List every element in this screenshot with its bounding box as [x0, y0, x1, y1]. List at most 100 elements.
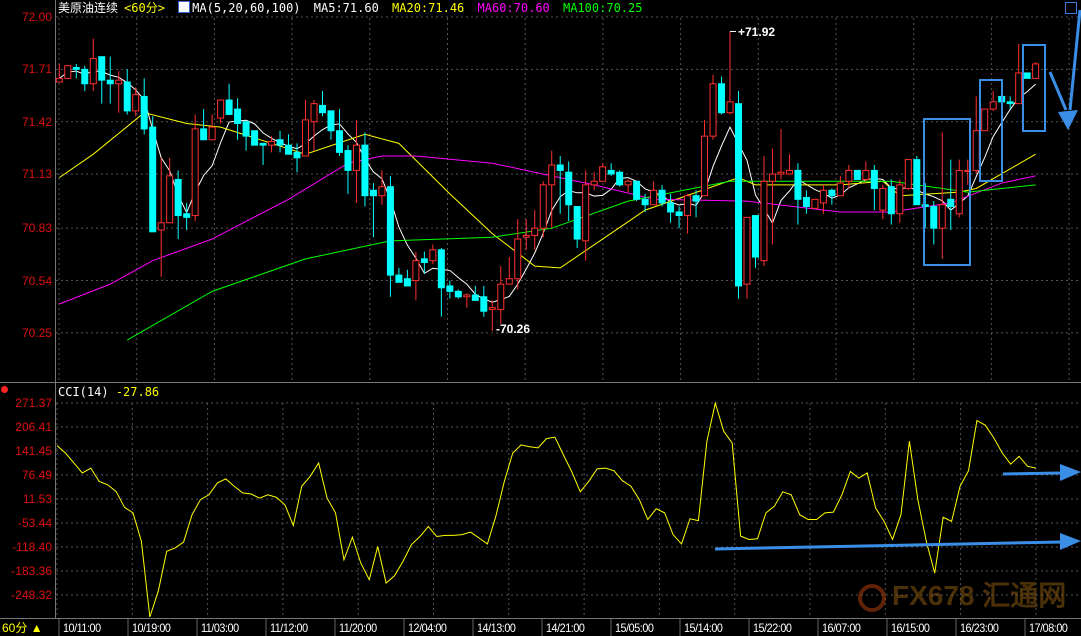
candle-body: [310, 103, 318, 123]
candle-down: [318, 91, 326, 117]
candle-body: [318, 104, 326, 114]
candle-body: [947, 198, 955, 208]
candle-up: [217, 99, 225, 124]
candle-body: [590, 180, 598, 186]
highlight-box: [979, 79, 1003, 182]
candle-up: [429, 244, 437, 265]
cci-tick: -53.44: [17, 516, 52, 530]
candle-body: [89, 58, 97, 85]
candle-down: [234, 98, 242, 140]
cci-tick: -118.40: [12, 540, 52, 554]
candle-down: [420, 251, 428, 274]
time-label: 16/15:00: [891, 621, 930, 635]
candle-body: [463, 294, 471, 298]
candle-down: [658, 184, 666, 207]
candle-body: [896, 184, 904, 215]
candle-body: [497, 283, 505, 310]
candle-down: [72, 63, 80, 79]
cci-polyline: [56, 401, 1037, 618]
candle-down: [285, 134, 293, 155]
symbol-name[interactable]: 美原油连续: [58, 1, 119, 15]
candle-body: [904, 159, 912, 189]
candle-body: [743, 216, 751, 285]
candle-up: [684, 193, 692, 234]
watermark-ring-icon: [858, 583, 886, 612]
candle-body: [183, 213, 191, 218]
time-label: 16/07:00: [822, 621, 861, 635]
candle-down: [1006, 96, 1014, 110]
time-label: 14/13:00: [477, 621, 516, 635]
indicator-icon[interactable]: [178, 1, 191, 13]
candle-body: [658, 189, 666, 204]
candle-up: [989, 91, 997, 111]
candle-body: [531, 227, 539, 236]
time-label: 11/20:00: [339, 621, 377, 635]
candle-up: [412, 251, 420, 301]
cci-settings-icon[interactable]: [1, 386, 8, 393]
window-toggle-icon[interactable]: [1065, 2, 1077, 14]
candle-body: [327, 110, 335, 132]
candle-up: [1015, 44, 1023, 105]
candle-up: [785, 154, 793, 175]
candle-down: [327, 110, 335, 140]
candle-body: [480, 296, 488, 312]
time-label: 12/04:00: [408, 621, 447, 635]
candle-down: [446, 280, 454, 299]
candle-body: [539, 184, 547, 229]
candle-body: [242, 121, 250, 137]
time-label: 10/11:00: [63, 621, 101, 635]
candle-body: [386, 186, 394, 276]
candle-down: [607, 163, 615, 176]
candle-body: [514, 238, 522, 280]
time-label: 17/08:00: [1029, 621, 1068, 635]
period-label[interactable]: <60分>: [124, 1, 165, 15]
candle-up: [599, 163, 607, 182]
candle-body: [344, 150, 352, 171]
candle-up: [743, 216, 751, 299]
candle-body: [471, 294, 479, 301]
candle-up: [514, 219, 522, 290]
candle-down: [794, 163, 802, 225]
ma60-line: [59, 155, 1036, 305]
candle-up: [701, 119, 709, 197]
candle-down: [98, 56, 106, 104]
time-label: 15/14:00: [684, 621, 723, 635]
high-marker: +71.92: [738, 25, 776, 39]
candlesticks: [55, 31, 1040, 332]
candle-up: [972, 96, 980, 175]
candle-up: [582, 170, 590, 261]
candle-up: [132, 87, 140, 117]
candle-body: [234, 108, 242, 124]
candle-up: [904, 159, 912, 191]
candle-up: [819, 184, 827, 214]
period-selector[interactable]: 60分 ▲: [2, 621, 43, 635]
candle-up: [505, 257, 513, 285]
candle-body: [718, 83, 726, 114]
period-arrow-icon: ▲: [30, 621, 43, 635]
candle-down: [887, 179, 895, 225]
time-label: 15/05:00: [615, 621, 654, 635]
candle-down: [361, 132, 369, 207]
highlight-box: [1022, 44, 1046, 132]
ma60-value: MA60:70.60: [477, 1, 550, 15]
candle-body: [429, 249, 437, 262]
candle-up: [650, 181, 658, 206]
candle-down: [454, 289, 462, 299]
candle-down: [616, 170, 624, 187]
candle-body: [921, 204, 929, 208]
candle-down: [225, 83, 233, 115]
candle-body: [845, 169, 853, 182]
time-label: 15/22:00: [753, 621, 792, 635]
candle-body: [981, 108, 989, 132]
candle-down: [200, 109, 208, 141]
cci-title: CCI(14): [58, 385, 109, 399]
candle-body: [302, 119, 310, 157]
candle-up: [938, 132, 946, 259]
time-label: 14/21:00: [546, 621, 585, 635]
candle-body: [157, 222, 165, 231]
candle-up: [1032, 62, 1040, 79]
candle-body: [140, 95, 148, 130]
cci-tick: 11.53: [22, 492, 52, 506]
